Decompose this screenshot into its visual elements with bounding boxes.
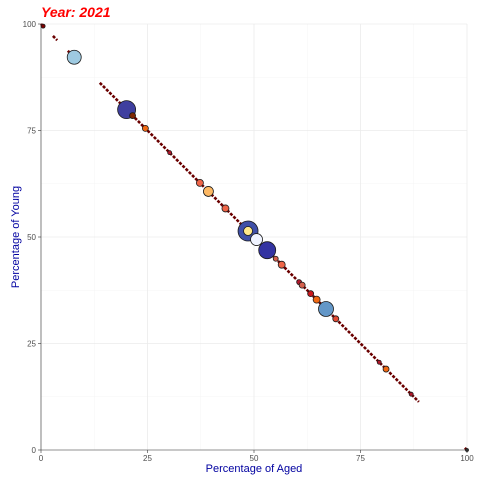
data-point [195, 178, 204, 187]
data-point [382, 365, 390, 373]
data-point [318, 301, 334, 317]
data-point [298, 281, 306, 289]
data-point [408, 391, 414, 397]
x-tick-label: 0 [39, 454, 44, 463]
data-point [312, 295, 321, 304]
x-axis-title: Percentage of Aged [206, 463, 303, 475]
x-tick-label: 75 [356, 454, 365, 463]
data-point [40, 23, 46, 29]
y-tick-label: 50 [27, 233, 36, 242]
y-axis-title: Percentage of Young [10, 186, 22, 288]
data-point [272, 255, 279, 262]
trend-line-segment [66, 49, 71, 54]
axis-ticks: 0 25 50 75 100 0 25 50 75 100 [23, 20, 475, 463]
data-point [277, 260, 286, 269]
data-point [307, 290, 315, 298]
y-tick-label: 25 [27, 340, 36, 349]
data-point [167, 150, 173, 156]
data-point [221, 204, 230, 213]
x-tick-label: 50 [250, 454, 259, 463]
x-tick-label: 100 [460, 454, 474, 463]
data-point [141, 124, 149, 132]
data-point [203, 186, 214, 197]
y-tick-label: 100 [23, 20, 37, 29]
data-point [376, 359, 382, 365]
data-point [250, 233, 263, 246]
x-tick-label: 25 [143, 454, 152, 463]
chart-title: Year: 2021 [41, 4, 111, 20]
data-point [66, 49, 82, 65]
data-point [258, 241, 277, 260]
data-point [332, 315, 340, 323]
y-tick-label: 0 [32, 446, 37, 455]
data-point [243, 226, 253, 236]
data-points [40, 23, 469, 452]
data-point [465, 448, 469, 452]
trend-line-segment [52, 35, 59, 42]
y-tick-label: 75 [27, 127, 36, 136]
data-point [129, 112, 136, 119]
